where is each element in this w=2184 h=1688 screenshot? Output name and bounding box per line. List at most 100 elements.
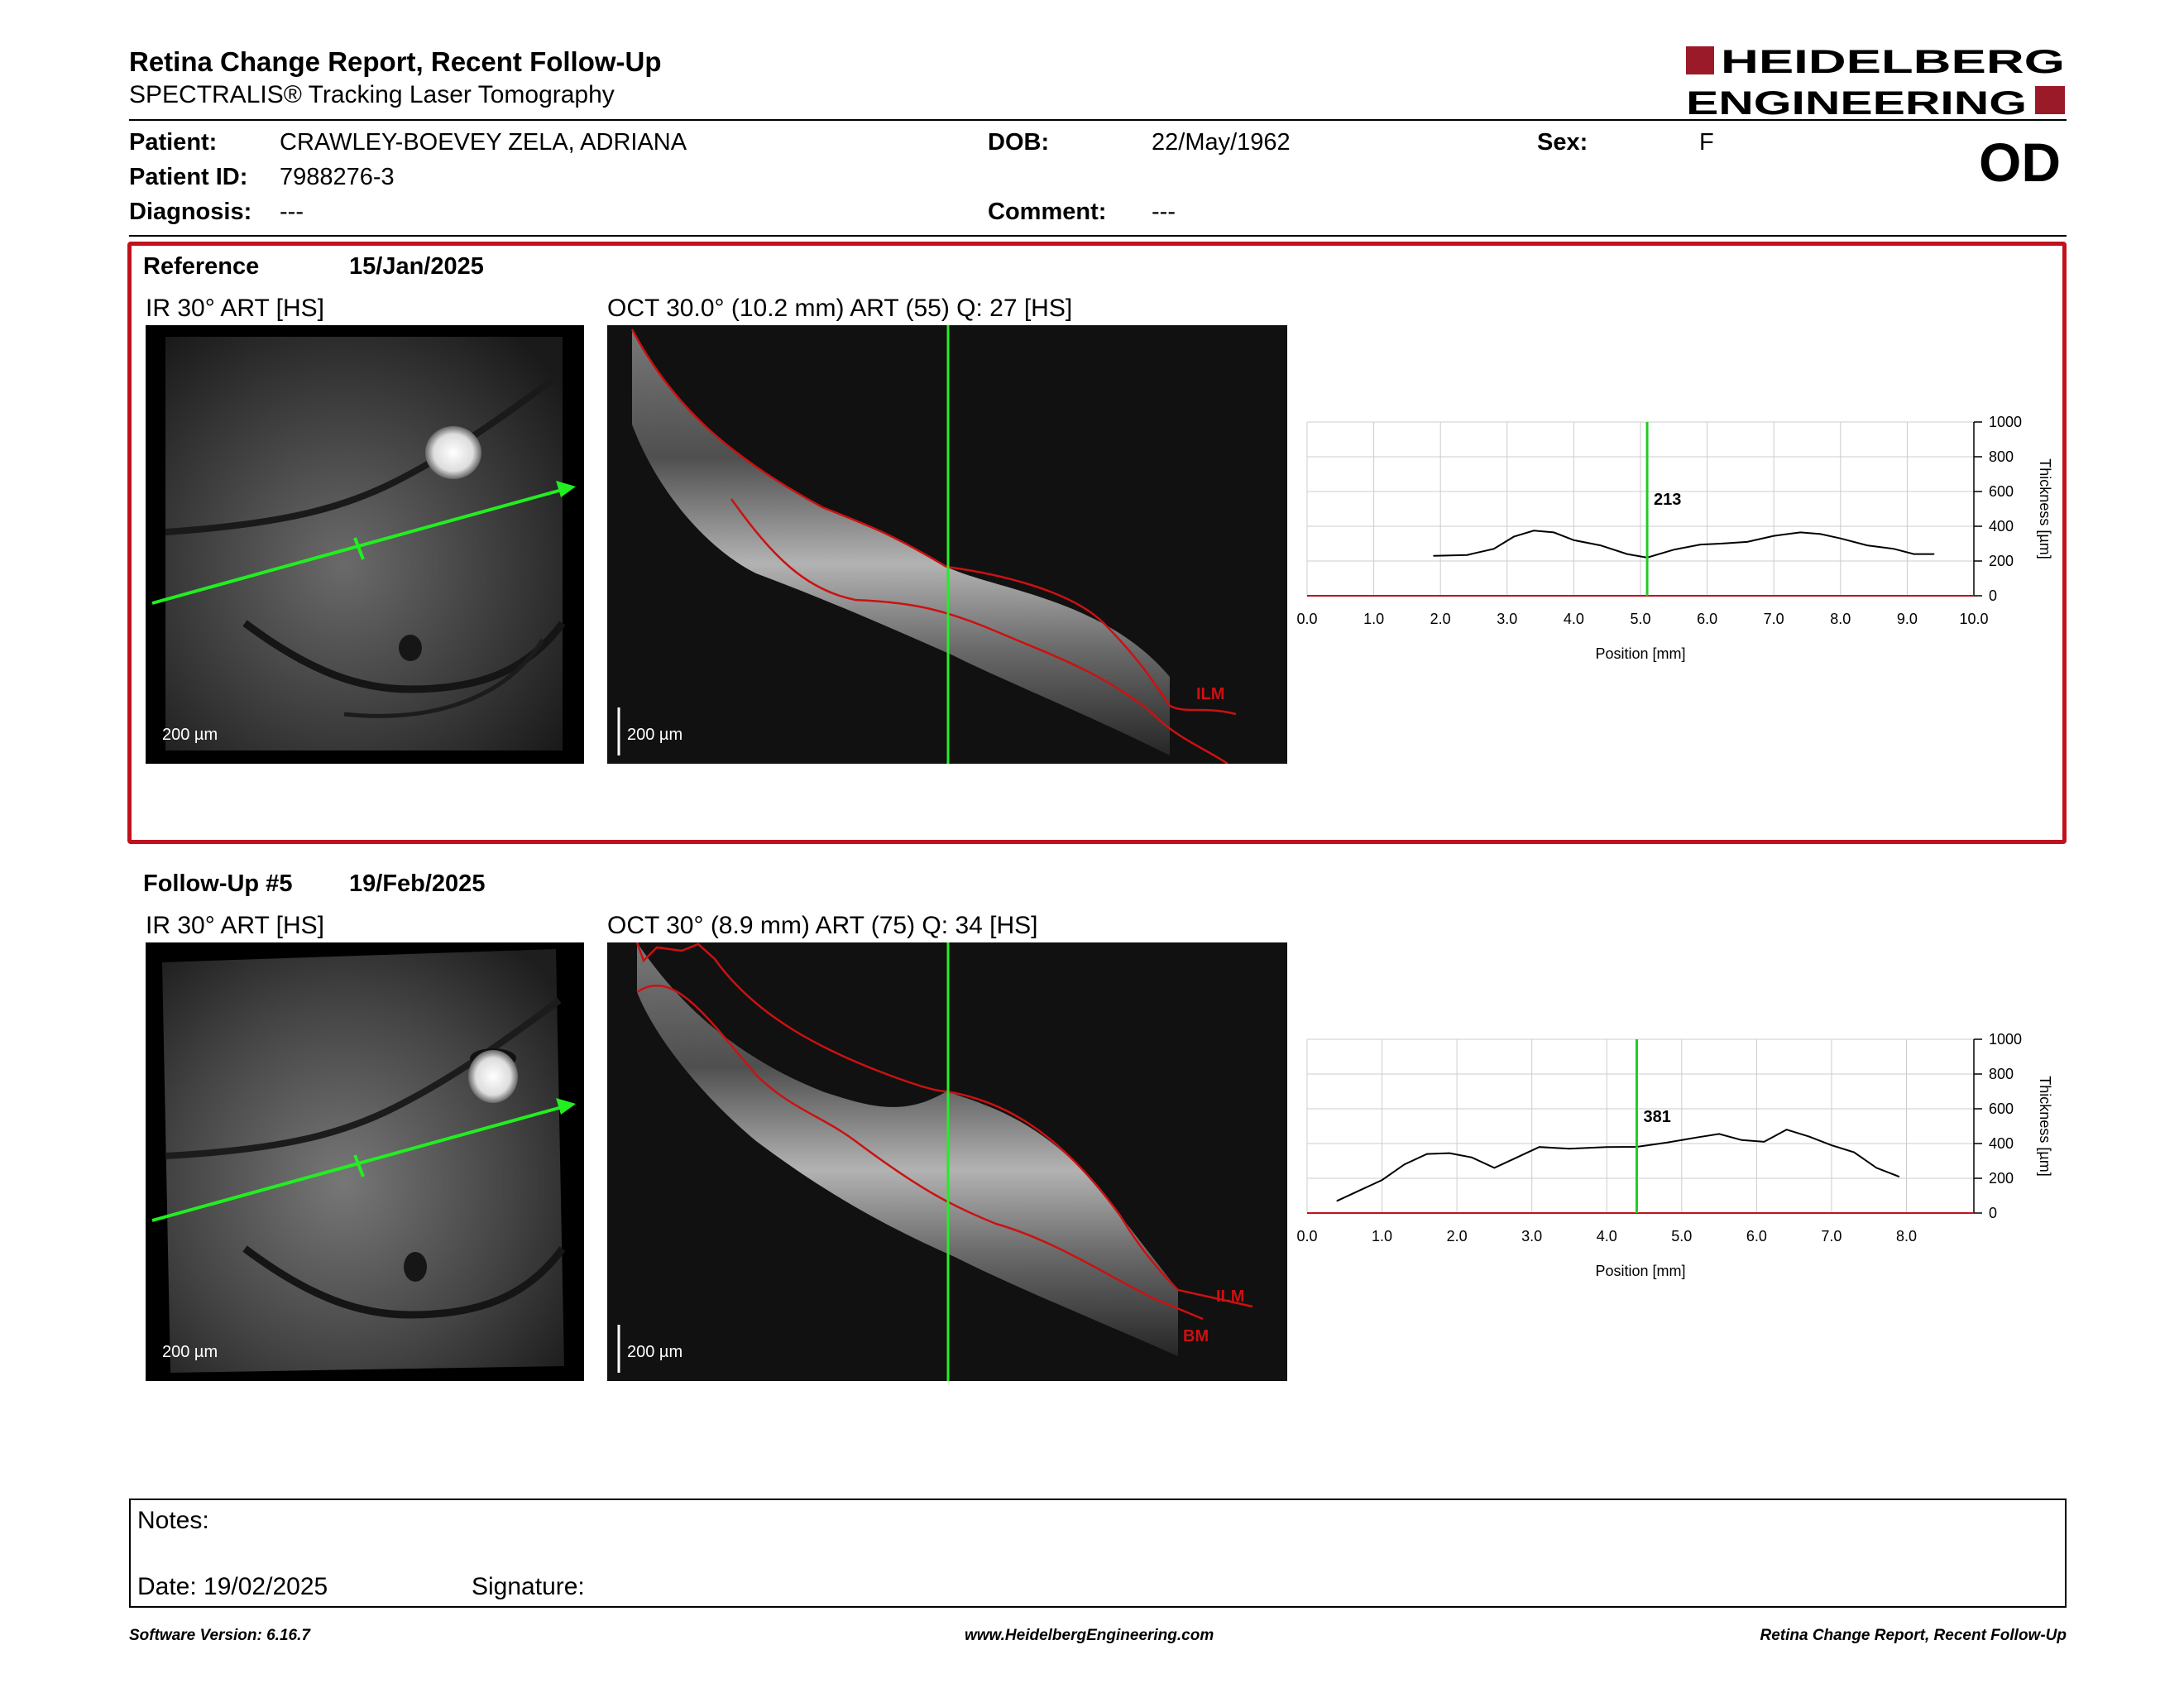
followup-oct-bscan: ILM BM <box>607 942 1287 1381</box>
thickness-point <box>1516 1157 1518 1158</box>
thickness-point <box>1763 1141 1765 1143</box>
ilm-line <box>946 565 1237 716</box>
reference-thickness-chart[interactable]: 0.0 1.0 2.0 3.0 4.0 5.0 6.0 7.0 8.0 9.0 10.00 200 40… <box>1296 410 2073 675</box>
reference-ilm-label: ILM <box>1196 685 1224 703</box>
x-tick-label: 4.0 <box>1564 611 1584 627</box>
logo-line2: ENGINEERING <box>1686 85 2027 117</box>
y-tick-label: 0 <box>1989 1205 1997 1221</box>
footer-report-name: Retina Change Report, Recent Follow-Up <box>1760 1627 2067 1644</box>
followup-ir-fundus <box>146 942 584 1381</box>
reference-oct-bscan: ILM <box>607 325 1287 764</box>
x-tick-label: 7.0 <box>1764 611 1784 627</box>
x-axis-label: Position [mm] <box>1595 645 1685 662</box>
x-tick-label: 2.0 <box>1430 611 1451 627</box>
y-tick-label: 600 <box>1989 483 2014 500</box>
y-tick-label: 0 <box>1989 587 1997 604</box>
thickness-point <box>1853 1151 1855 1153</box>
followup-ilm-line <box>635 942 1253 1308</box>
y-tick-label: 200 <box>1989 553 2014 569</box>
reference-date: 15/Jan/2025 <box>349 253 484 280</box>
thickness-point <box>1626 553 1628 555</box>
y-tick-label: 200 <box>1989 1170 2014 1187</box>
reference-label: Reference <box>143 253 260 280</box>
x-tick-label: 7.0 <box>1821 1228 1842 1244</box>
thickness-point <box>1471 1157 1473 1158</box>
x-tick-label: 8.0 <box>1830 611 1851 627</box>
heidelberg-logo: HEIDELBERG ENGINEERING <box>1686 45 2065 117</box>
thickness-point <box>1492 548 1495 550</box>
dob-value: 22/May/1962 <box>1152 129 1291 156</box>
thickness-point <box>1433 554 1434 557</box>
x-tick-label: 9.0 <box>1897 611 1918 627</box>
x-axis-label: Position [mm] <box>1595 1263 1685 1279</box>
thickness-point <box>1699 544 1702 545</box>
reference-ir-scale-label: 200 µm <box>162 726 218 744</box>
notes-date: Date: 19/02/2025 <box>137 1573 328 1600</box>
footer-website-link[interactable]: www.HeidelbergEngineering.com <box>965 1627 1214 1644</box>
marker-value-label: 213 <box>1654 491 1681 509</box>
thickness-point <box>1840 537 1842 539</box>
comment-label: Comment: <box>988 199 1107 225</box>
followup-ir-image[interactable]: 200 µm <box>146 942 584 1381</box>
followup-ir-scale-label: 200 µm <box>162 1343 218 1361</box>
thickness-point <box>1449 1152 1450 1154</box>
thickness-point <box>1573 539 1575 541</box>
bm-line <box>730 498 1228 764</box>
y-tick-label: 400 <box>1989 1135 2014 1152</box>
followup-label: Follow-Up #5 <box>143 870 293 897</box>
followup-ir-caption: IR 30° ART [HS] <box>146 912 324 939</box>
followup-oct-image[interactable]: ILM BM 200 µm <box>607 942 1287 1381</box>
y-tick-label: 400 <box>1989 518 2014 535</box>
thickness-point <box>1933 553 1935 555</box>
thickness-point <box>1336 1200 1339 1202</box>
thickness-point <box>1773 535 1774 537</box>
notes-label: Notes: <box>137 1507 209 1534</box>
thickness-point <box>1599 544 1602 546</box>
followup-oct-scale-label: 200 µm <box>627 1343 683 1361</box>
thickness-point <box>1533 530 1535 532</box>
sex-value: F <box>1699 129 1714 156</box>
scan-line[interactable] <box>151 486 572 605</box>
y-tick-label: 1000 <box>1989 414 2022 430</box>
followup-date: 19/Feb/2025 <box>349 870 486 897</box>
marker-value-label: 381 <box>1643 1108 1670 1126</box>
sex-label: Sex: <box>1537 129 1588 156</box>
signature-label[interactable]: Signature: <box>472 1573 585 1600</box>
thickness-point <box>1426 1153 1428 1155</box>
report-title: Retina Change Report, Recent Follow-Up <box>129 46 662 77</box>
diagnosis-label: Diagnosis: <box>129 199 252 225</box>
thickness-point <box>1866 544 1868 546</box>
thickness-point <box>1665 1142 1668 1144</box>
x-tick-label: 5.0 <box>1630 611 1650 627</box>
footer-software-version: Software Version: 6.16.7 <box>129 1627 310 1644</box>
y-axis-label: Thickness [µm] <box>2037 1076 2053 1176</box>
x-tick-label: 8.0 <box>1896 1228 1917 1244</box>
reference-ir-caption: IR 30° ART [HS] <box>146 295 324 322</box>
thickness-point <box>1606 1146 1608 1148</box>
reference-ir-image[interactable]: 200 µm <box>146 325 584 764</box>
x-tick-label: 3.0 <box>1521 1228 1542 1244</box>
followup-bm-label: BM <box>1183 1327 1209 1345</box>
thickness-point <box>1538 1146 1540 1148</box>
reference-ir-fundus <box>146 325 584 764</box>
x-tick-label: 6.0 <box>1697 611 1717 627</box>
y-tick-label: 600 <box>1989 1101 2014 1117</box>
patient-id-label: Patient ID: <box>129 164 248 190</box>
reference-oct-image[interactable]: ILM 200 µm <box>607 325 1287 764</box>
followup-thickness-chart[interactable]: 0.0 1.0 2.0 3.0 4.0 5.0 6.0 7.0 8.0 0 200 400 600 800… <box>1296 1028 2073 1292</box>
patient-label: Patient: <box>129 129 218 156</box>
patient-id-value: 7988276-3 <box>280 164 395 190</box>
thickness-point <box>1569 1148 1570 1150</box>
thickness-point <box>1466 554 1468 556</box>
thickness-line <box>1434 530 1934 559</box>
notes-box[interactable]: Notes: Date: 19/02/2025 Signature: <box>129 1499 2067 1608</box>
thickness-point <box>1819 533 1822 535</box>
thickness-point <box>1718 1133 1720 1135</box>
thickness-point <box>1493 1167 1496 1169</box>
thickness-point <box>1381 1179 1383 1181</box>
followup-scan-line[interactable] <box>151 1103 572 1222</box>
thickness-point <box>1746 541 1748 543</box>
x-tick-label: 10.0 <box>1959 611 1988 627</box>
thickness-point <box>1553 531 1555 534</box>
thickness-point <box>1741 1139 1743 1141</box>
